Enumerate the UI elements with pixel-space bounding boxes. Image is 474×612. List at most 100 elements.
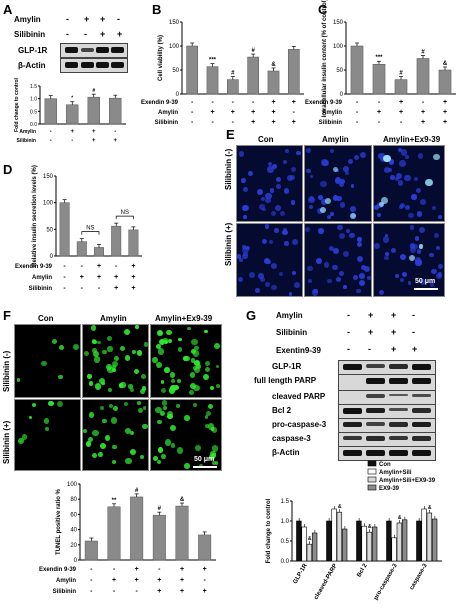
- g-category-label: GLP-1R: [293, 562, 310, 585]
- cell-nucleus: [166, 329, 172, 335]
- a-sign: +: [100, 29, 106, 39]
- cell-nucleus: [160, 387, 167, 394]
- g-category-label: caspase-3: [409, 562, 429, 591]
- a-ytick-label: 1.0: [30, 97, 37, 103]
- b-ytick-label: 50: [172, 68, 179, 74]
- cell-nucleus: [305, 226, 311, 232]
- cell-nucleus: [98, 451, 103, 457]
- cell-nucleus: [433, 153, 440, 161]
- e-image-sili-pos-con: [236, 223, 303, 297]
- c-bar: [394, 79, 408, 95]
- b-sign: -: [191, 109, 194, 116]
- g-sign: +: [391, 327, 397, 337]
- cell-nucleus: [278, 272, 283, 277]
- d-bracket: [81, 231, 100, 235]
- cell-nucleus: [210, 386, 214, 390]
- cell-nucleus: [104, 434, 111, 441]
- c-bar: [416, 58, 430, 95]
- b-row-label: Exendin 9-39: [141, 100, 179, 106]
- cell-nucleus: [378, 152, 385, 160]
- cell-nucleus: [290, 166, 297, 173]
- cell-nucleus: [133, 368, 139, 374]
- cell-nucleus: [176, 403, 181, 408]
- d-sign: +: [80, 274, 84, 281]
- c-ytick-label: 0: [340, 92, 344, 98]
- g-legend-swatch: [367, 460, 377, 467]
- cell-nucleus: [176, 447, 184, 454]
- panel-label-a: A: [3, 2, 13, 17]
- cell-nucleus: [374, 243, 381, 250]
- g-row-label-2: Exentin9-39: [276, 346, 321, 355]
- f-image-sili-pos-amylin: [82, 399, 149, 471]
- cell-nucleus: [238, 257, 244, 263]
- g-bar: [426, 512, 433, 562]
- cell-nucleus: [356, 288, 361, 294]
- cell-nucleus: [205, 360, 211, 366]
- g-ylabel: Fold change to control: [266, 498, 272, 563]
- cell-nucleus: [204, 423, 209, 428]
- cell-nucleus: [47, 400, 54, 407]
- cell-nucleus: [345, 229, 350, 233]
- f-image-sili-neg-con: [14, 324, 81, 398]
- g-bar: [361, 525, 367, 562]
- cell-nucleus: [102, 349, 107, 355]
- g-bar: [331, 508, 337, 562]
- cell-nucleus: [137, 401, 142, 406]
- a-ylabel: Fold change to control: [14, 77, 20, 131]
- f-bar: [175, 505, 189, 561]
- b-sign: +: [271, 99, 275, 106]
- f-row-label: Silibinin: [53, 589, 77, 595]
- d-row-label: Amylin: [32, 275, 52, 281]
- cell-nucleus: [204, 329, 208, 334]
- f-row-label-1: Silibinin (+): [2, 420, 11, 464]
- cell-nucleus: [157, 348, 165, 355]
- cell-nucleus: [291, 239, 298, 245]
- cell-nucleus: [130, 388, 134, 393]
- f-ytick-label: 40: [70, 528, 77, 534]
- cell-nucleus: [111, 460, 116, 465]
- cell-nucleus: [215, 364, 220, 369]
- c-sign: +: [421, 119, 425, 126]
- a-blot-glp1r: [60, 43, 128, 58]
- cell-nucleus: [152, 456, 158, 462]
- a-ytick-label: 0.0: [30, 122, 37, 128]
- cell-nucleus: [409, 225, 415, 230]
- g-sign: +: [368, 327, 374, 337]
- panel-label-c: C: [318, 2, 328, 17]
- cell-nucleus: [413, 244, 418, 249]
- d-sign: +: [131, 285, 135, 292]
- cell-nucleus: [400, 149, 407, 156]
- g-blot-label: Bcl 2: [272, 406, 292, 415]
- cell-nucleus: [363, 265, 370, 272]
- cell-nucleus: [207, 403, 213, 409]
- cell-nucleus: [284, 241, 289, 246]
- cell-nucleus: [112, 445, 117, 450]
- a-sign: +: [117, 29, 123, 39]
- f-ytick-label: 80: [70, 497, 77, 503]
- d-sign: +: [114, 274, 118, 281]
- cell-nucleus: [419, 226, 426, 234]
- cell-nucleus: [257, 188, 263, 195]
- e-image-sili-neg-con: [236, 145, 303, 222]
- cell-nucleus: [414, 236, 420, 242]
- d-row-label: Silibinin: [29, 286, 53, 292]
- cell-nucleus: [399, 202, 405, 208]
- cell-nucleus: [315, 258, 322, 264]
- cell-nucleus: [184, 415, 190, 421]
- cell-nucleus: [141, 386, 147, 391]
- cell-nucleus: [107, 366, 114, 373]
- f-sign: +: [112, 577, 116, 584]
- cell-nucleus: [366, 275, 371, 280]
- c-bar: [350, 45, 364, 95]
- cell-nucleus: [255, 287, 260, 293]
- cell-nucleus: [357, 255, 364, 262]
- a-sign: +: [100, 14, 106, 24]
- b-sign: -: [293, 109, 296, 116]
- g-blot-strip: [338, 374, 436, 391]
- cell-nucleus: [381, 197, 388, 204]
- e-image-sili-neg-amylin-ex: [373, 145, 445, 222]
- cell-nucleus: [57, 401, 64, 408]
- d-bar: [111, 225, 122, 257]
- g-sign: -: [347, 344, 350, 354]
- cell-nucleus: [345, 171, 349, 175]
